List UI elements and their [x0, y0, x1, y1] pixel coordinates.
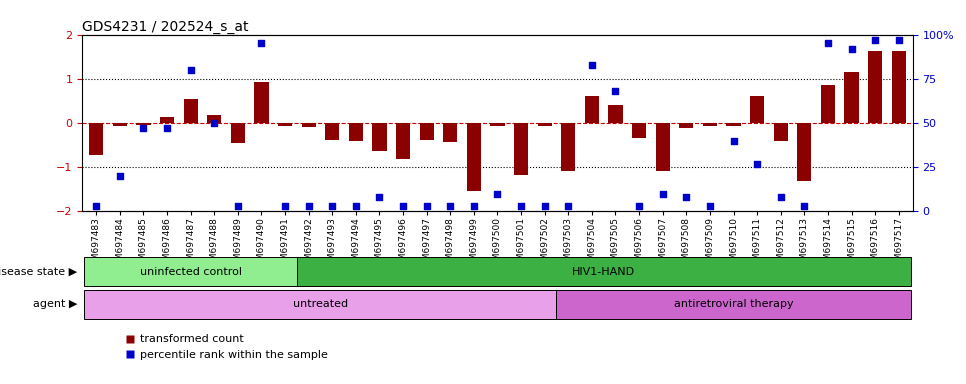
Point	[490, 190, 505, 197]
Text: HIV1-HAND: HIV1-HAND	[572, 266, 636, 277]
Text: agent ▶: agent ▶	[33, 299, 77, 310]
Bar	[632, 123, 646, 138]
Point	[632, 203, 647, 209]
Point	[725, 137, 741, 144]
Bar	[821, 85, 835, 123]
Point	[820, 40, 836, 46]
Bar	[467, 123, 481, 191]
Bar	[231, 123, 245, 143]
Bar	[491, 123, 504, 126]
Point	[395, 203, 411, 209]
Bar	[84, 290, 556, 319]
Point	[230, 203, 245, 209]
Bar	[113, 123, 127, 126]
Point	[159, 125, 175, 131]
Bar	[703, 123, 717, 126]
Bar	[726, 123, 741, 126]
Point	[678, 194, 694, 200]
Point	[277, 203, 293, 209]
Bar	[84, 257, 297, 286]
Point	[560, 203, 576, 209]
Legend: transformed count, percentile rank within the sample: transformed count, percentile rank withi…	[121, 330, 332, 364]
Bar	[443, 123, 457, 142]
Point	[467, 203, 482, 209]
Point	[348, 203, 363, 209]
Bar	[750, 96, 764, 123]
Point	[655, 190, 670, 197]
Point	[584, 61, 600, 68]
Point	[513, 203, 528, 209]
Bar	[514, 123, 528, 175]
Point	[797, 203, 812, 209]
Point	[419, 203, 435, 209]
Point	[608, 88, 623, 94]
Bar	[679, 123, 694, 128]
Text: uninfected control: uninfected control	[140, 266, 242, 277]
Point	[891, 37, 906, 43]
Bar	[301, 123, 316, 127]
Point	[325, 203, 340, 209]
Bar	[297, 257, 911, 286]
Bar	[278, 123, 292, 126]
Point	[773, 194, 788, 200]
Text: antiretroviral therapy: antiretroviral therapy	[673, 299, 793, 310]
Bar	[136, 123, 151, 125]
Point	[136, 125, 152, 131]
Bar	[656, 123, 669, 171]
Bar	[254, 82, 269, 123]
Text: untreated: untreated	[293, 299, 348, 310]
Bar	[556, 290, 911, 319]
Bar	[419, 123, 434, 140]
Bar	[609, 105, 622, 123]
Bar	[774, 123, 788, 141]
Bar	[892, 51, 906, 123]
Point	[750, 161, 765, 167]
Bar	[373, 123, 386, 151]
Point	[843, 46, 859, 52]
Text: GDS4231 / 202524_s_at: GDS4231 / 202524_s_at	[82, 20, 248, 33]
Point	[112, 173, 128, 179]
Bar	[538, 123, 552, 126]
Point	[867, 37, 883, 43]
Point	[254, 40, 270, 46]
Text: disease state ▶: disease state ▶	[0, 266, 77, 277]
Bar	[207, 115, 221, 123]
Point	[702, 203, 718, 209]
Bar	[797, 123, 811, 181]
Bar	[89, 123, 103, 155]
Bar	[561, 123, 576, 170]
Point	[183, 67, 198, 73]
Bar	[396, 123, 411, 159]
Bar	[349, 123, 363, 141]
Point	[301, 203, 317, 209]
Bar	[844, 72, 859, 123]
Point	[537, 203, 553, 209]
Bar	[584, 96, 599, 123]
Point	[89, 203, 104, 209]
Point	[372, 194, 387, 200]
Bar	[868, 51, 882, 123]
Point	[442, 203, 458, 209]
Bar	[160, 117, 174, 123]
Bar	[326, 123, 339, 140]
Bar	[184, 99, 198, 123]
Point	[207, 120, 222, 126]
